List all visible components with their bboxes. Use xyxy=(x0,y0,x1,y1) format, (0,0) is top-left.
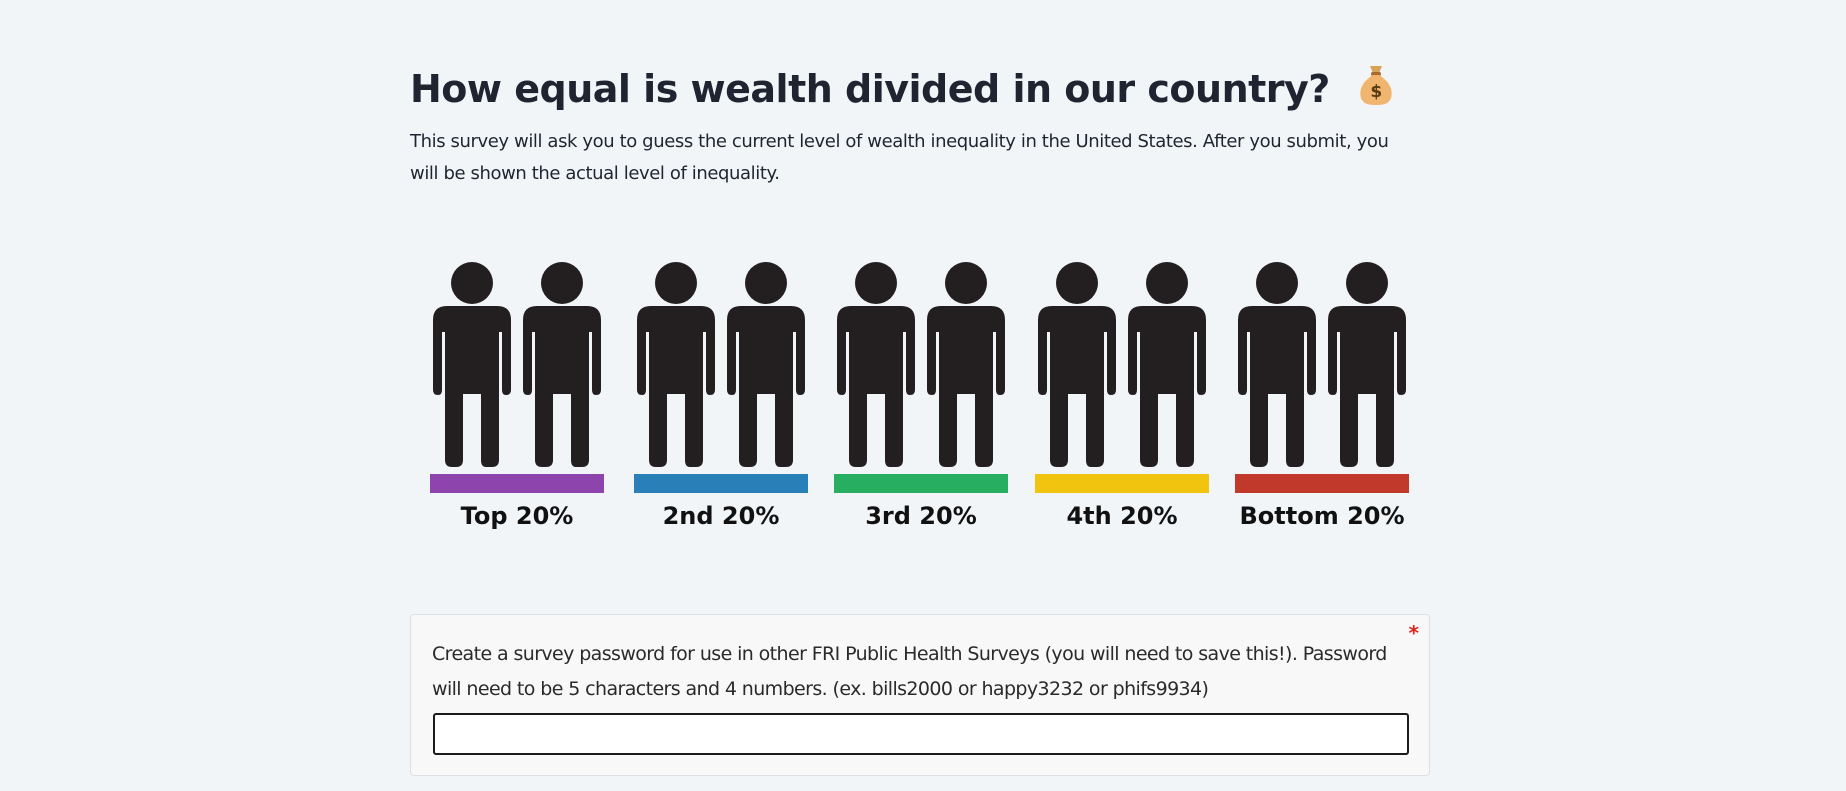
quintile-color-bar xyxy=(1035,474,1209,493)
quintile-bottom: Bottom 20% xyxy=(1235,262,1409,542)
quintile-label: Bottom 20% xyxy=(1239,502,1405,530)
password-question-card: * Create a survey password for use in ot… xyxy=(410,614,1430,776)
people-figures-icon xyxy=(634,262,808,467)
svg-text:$: $ xyxy=(1370,82,1381,102)
quintile-top: Top 20% xyxy=(430,262,604,542)
quintile-label: Top 20% xyxy=(460,502,574,530)
required-marker: * xyxy=(1408,621,1419,645)
people-figures-icon xyxy=(1035,262,1209,467)
password-input[interactable] xyxy=(433,713,1409,755)
population-quintiles: Top 20% 2nd 20% 3rd 20% 4th 20% Bottom 2… xyxy=(410,262,1432,542)
page-title: How equal is wealth divided in our count… xyxy=(410,62,1395,115)
quintile-second: 2nd 20% xyxy=(634,262,808,542)
quintile-third: 3rd 20% xyxy=(834,262,1008,542)
password-question-text: Create a survey password for use in othe… xyxy=(432,643,1387,700)
quintile-color-bar xyxy=(1235,474,1409,493)
people-figures-icon xyxy=(834,262,1008,467)
quintile-color-bar xyxy=(634,474,808,493)
quintile-label: 2nd 20% xyxy=(662,502,780,530)
quintile-label: 4th 20% xyxy=(1066,502,1178,530)
page-title-text: How equal is wealth divided in our count… xyxy=(410,67,1330,111)
people-figures-icon xyxy=(430,262,604,467)
quintile-label: 3rd 20% xyxy=(865,502,977,530)
survey-intro: This survey will ask you to guess the cu… xyxy=(410,131,1389,184)
people-figures-icon xyxy=(1235,262,1409,467)
quintile-fourth: 4th 20% xyxy=(1035,262,1209,542)
quintile-color-bar xyxy=(834,474,1008,493)
quintile-color-bar xyxy=(430,474,604,493)
money-bag-icon: $ xyxy=(1357,62,1395,106)
